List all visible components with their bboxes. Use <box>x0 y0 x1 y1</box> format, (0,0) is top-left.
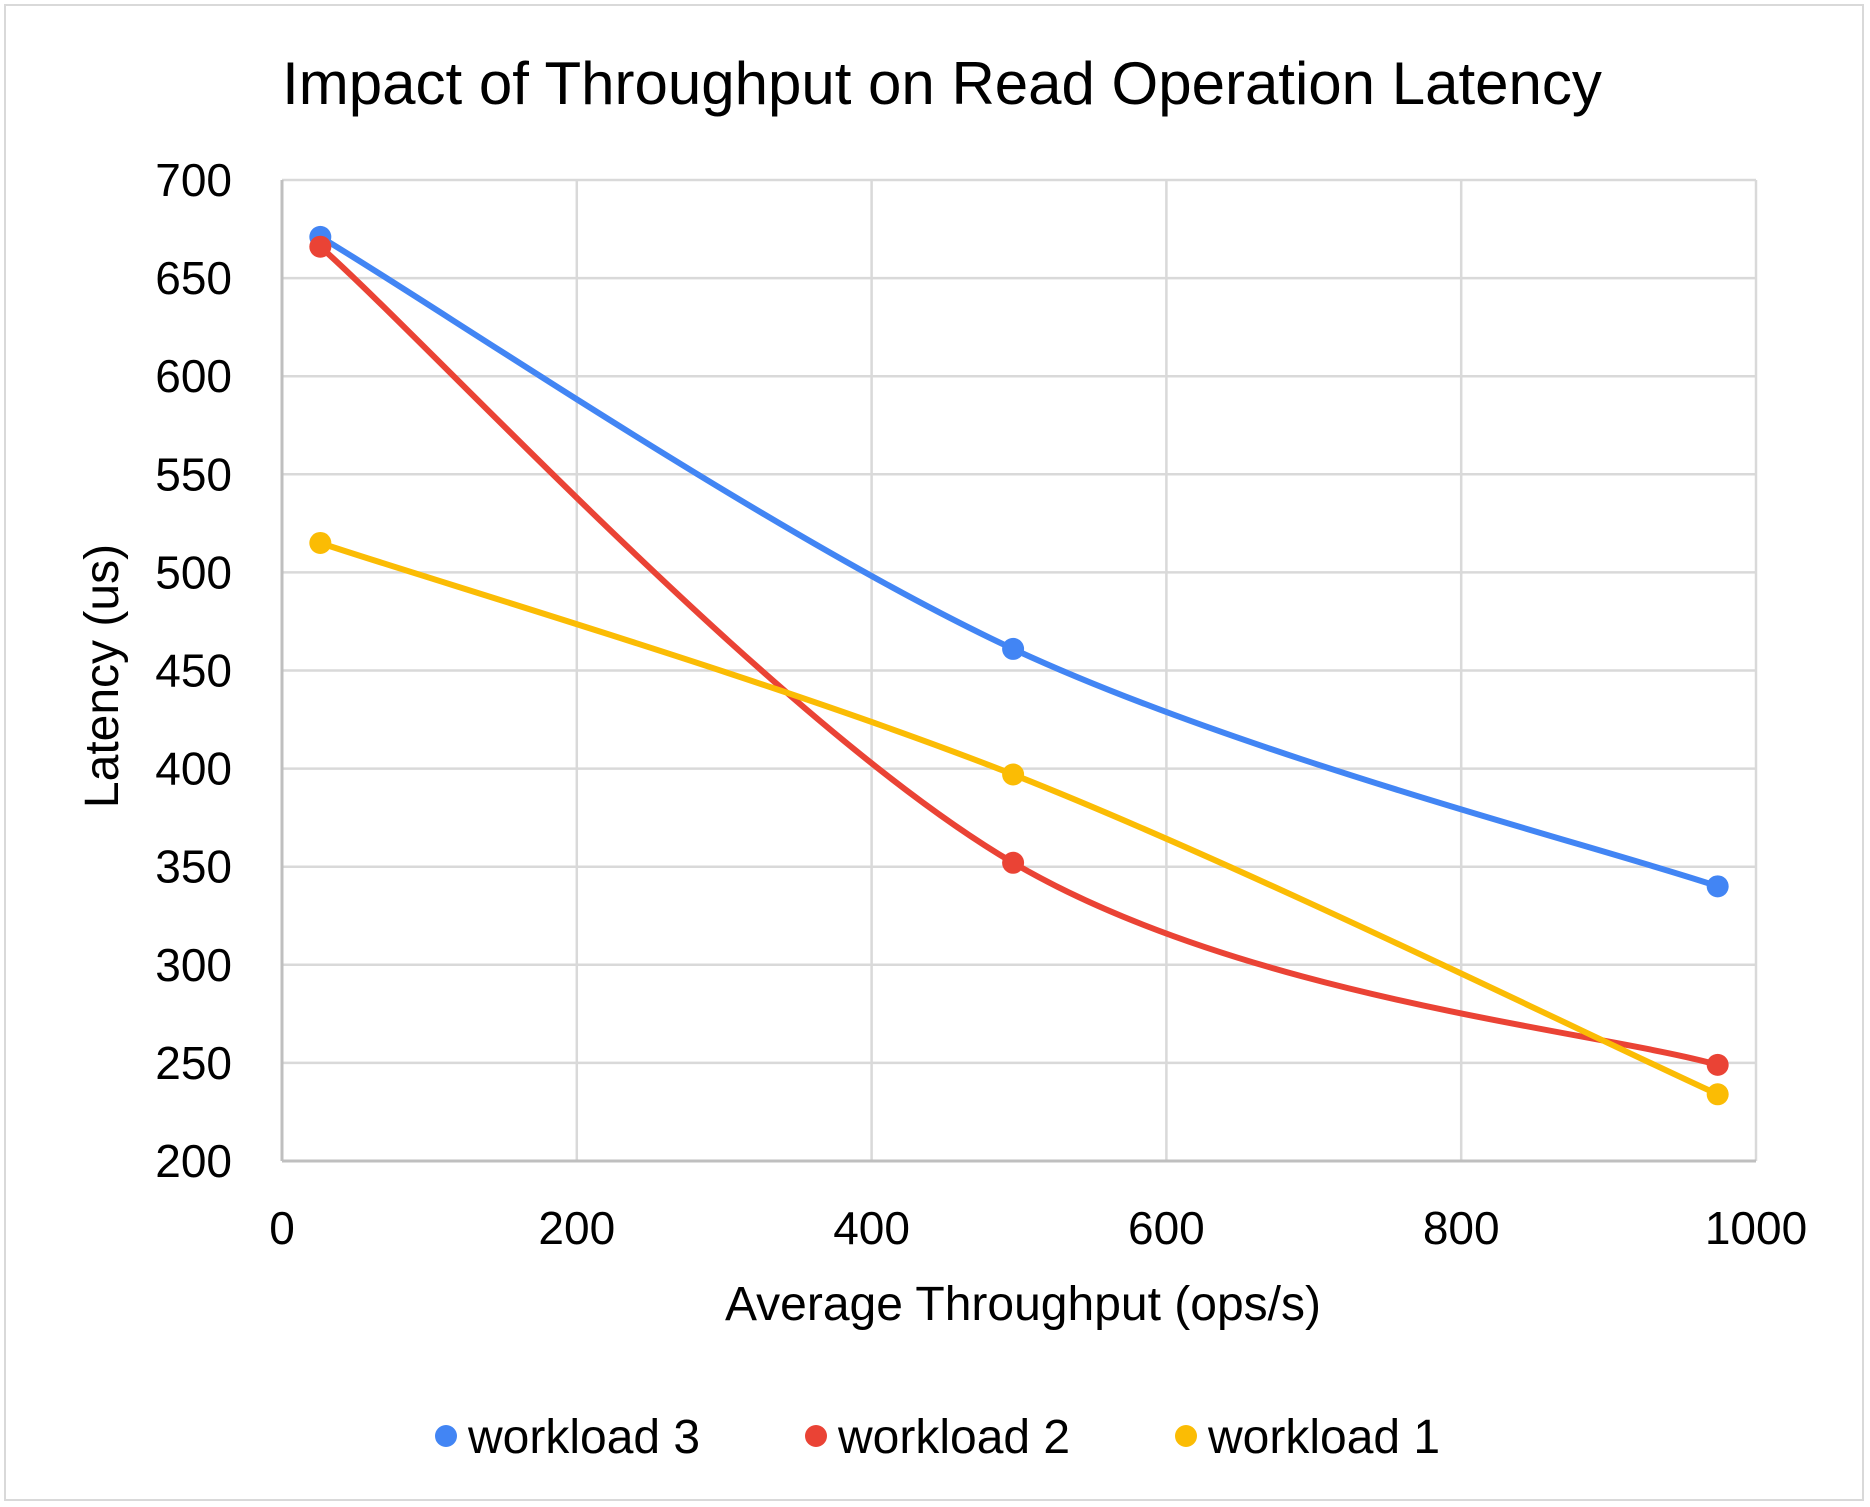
chart: Impact of Throughput on Read Operation L… <box>76 50 1807 1464</box>
data-point-workload-3 <box>1002 637 1025 660</box>
y-tick-label: 450 <box>155 645 232 697</box>
chart-title: Impact of Throughput on Read Operation L… <box>282 50 1602 117</box>
legend-marker-workload-2 <box>805 1425 827 1447</box>
gridlines <box>282 178 1758 1161</box>
x-axis-label: Average Throughput (ops/s) <box>725 1278 1321 1331</box>
legend-label-workload-1: workload 1 <box>1207 1411 1440 1464</box>
y-tick-label: 650 <box>155 252 232 304</box>
y-tick-label: 350 <box>155 841 232 893</box>
data-point-workload-1 <box>309 531 332 554</box>
y-tick-label: 400 <box>155 743 232 795</box>
data-point-workload-2 <box>309 235 332 258</box>
series-line-workload-3 <box>317 233 1721 890</box>
data-point-workload-2 <box>1706 1053 1729 1076</box>
y-tick-label: 550 <box>155 448 232 500</box>
y-tick-label: 300 <box>155 939 232 991</box>
series-line-workload-1 <box>317 539 1721 1098</box>
y-tick-label: 250 <box>155 1037 232 1089</box>
x-tick-label: 800 <box>1423 1202 1500 1254</box>
data-points <box>309 225 1729 1106</box>
data-point-workload-1 <box>1706 1083 1729 1106</box>
x-tick-label: 1000 <box>1705 1202 1807 1254</box>
y-tick-label: 500 <box>155 546 232 598</box>
x-tick-label: 0 <box>269 1202 295 1254</box>
x-tick-label: 400 <box>833 1202 910 1254</box>
y-tick-label: 600 <box>155 350 232 402</box>
y-tick-label: 700 <box>155 154 232 206</box>
axes: 200 250 300 350 400 450 500 550 600 650 700 0 200 400… <box>155 154 1807 1254</box>
legend-label-workload-3: workload 3 <box>467 1411 700 1464</box>
x-tick-label: 200 <box>538 1202 615 1254</box>
y-tick-label: 200 <box>155 1135 232 1187</box>
x-tick-label: 600 <box>1128 1202 1205 1254</box>
legend-marker-workload-3 <box>435 1425 457 1447</box>
series-line-workload-2 <box>317 243 1721 1068</box>
y-axis-label: Latency (us) <box>76 544 129 808</box>
data-point-workload-1 <box>1002 763 1025 786</box>
data-point-workload-2 <box>1002 851 1025 874</box>
legend: workload 3 workload 2 workload 1 <box>435 1411 1440 1464</box>
data-point-workload-3 <box>1706 875 1729 898</box>
legend-marker-workload-1 <box>1175 1425 1197 1447</box>
legend-label-workload-2: workload 2 <box>837 1411 1070 1464</box>
chart-frame: Impact of Throughput on Read Operation L… <box>4 4 1864 1501</box>
